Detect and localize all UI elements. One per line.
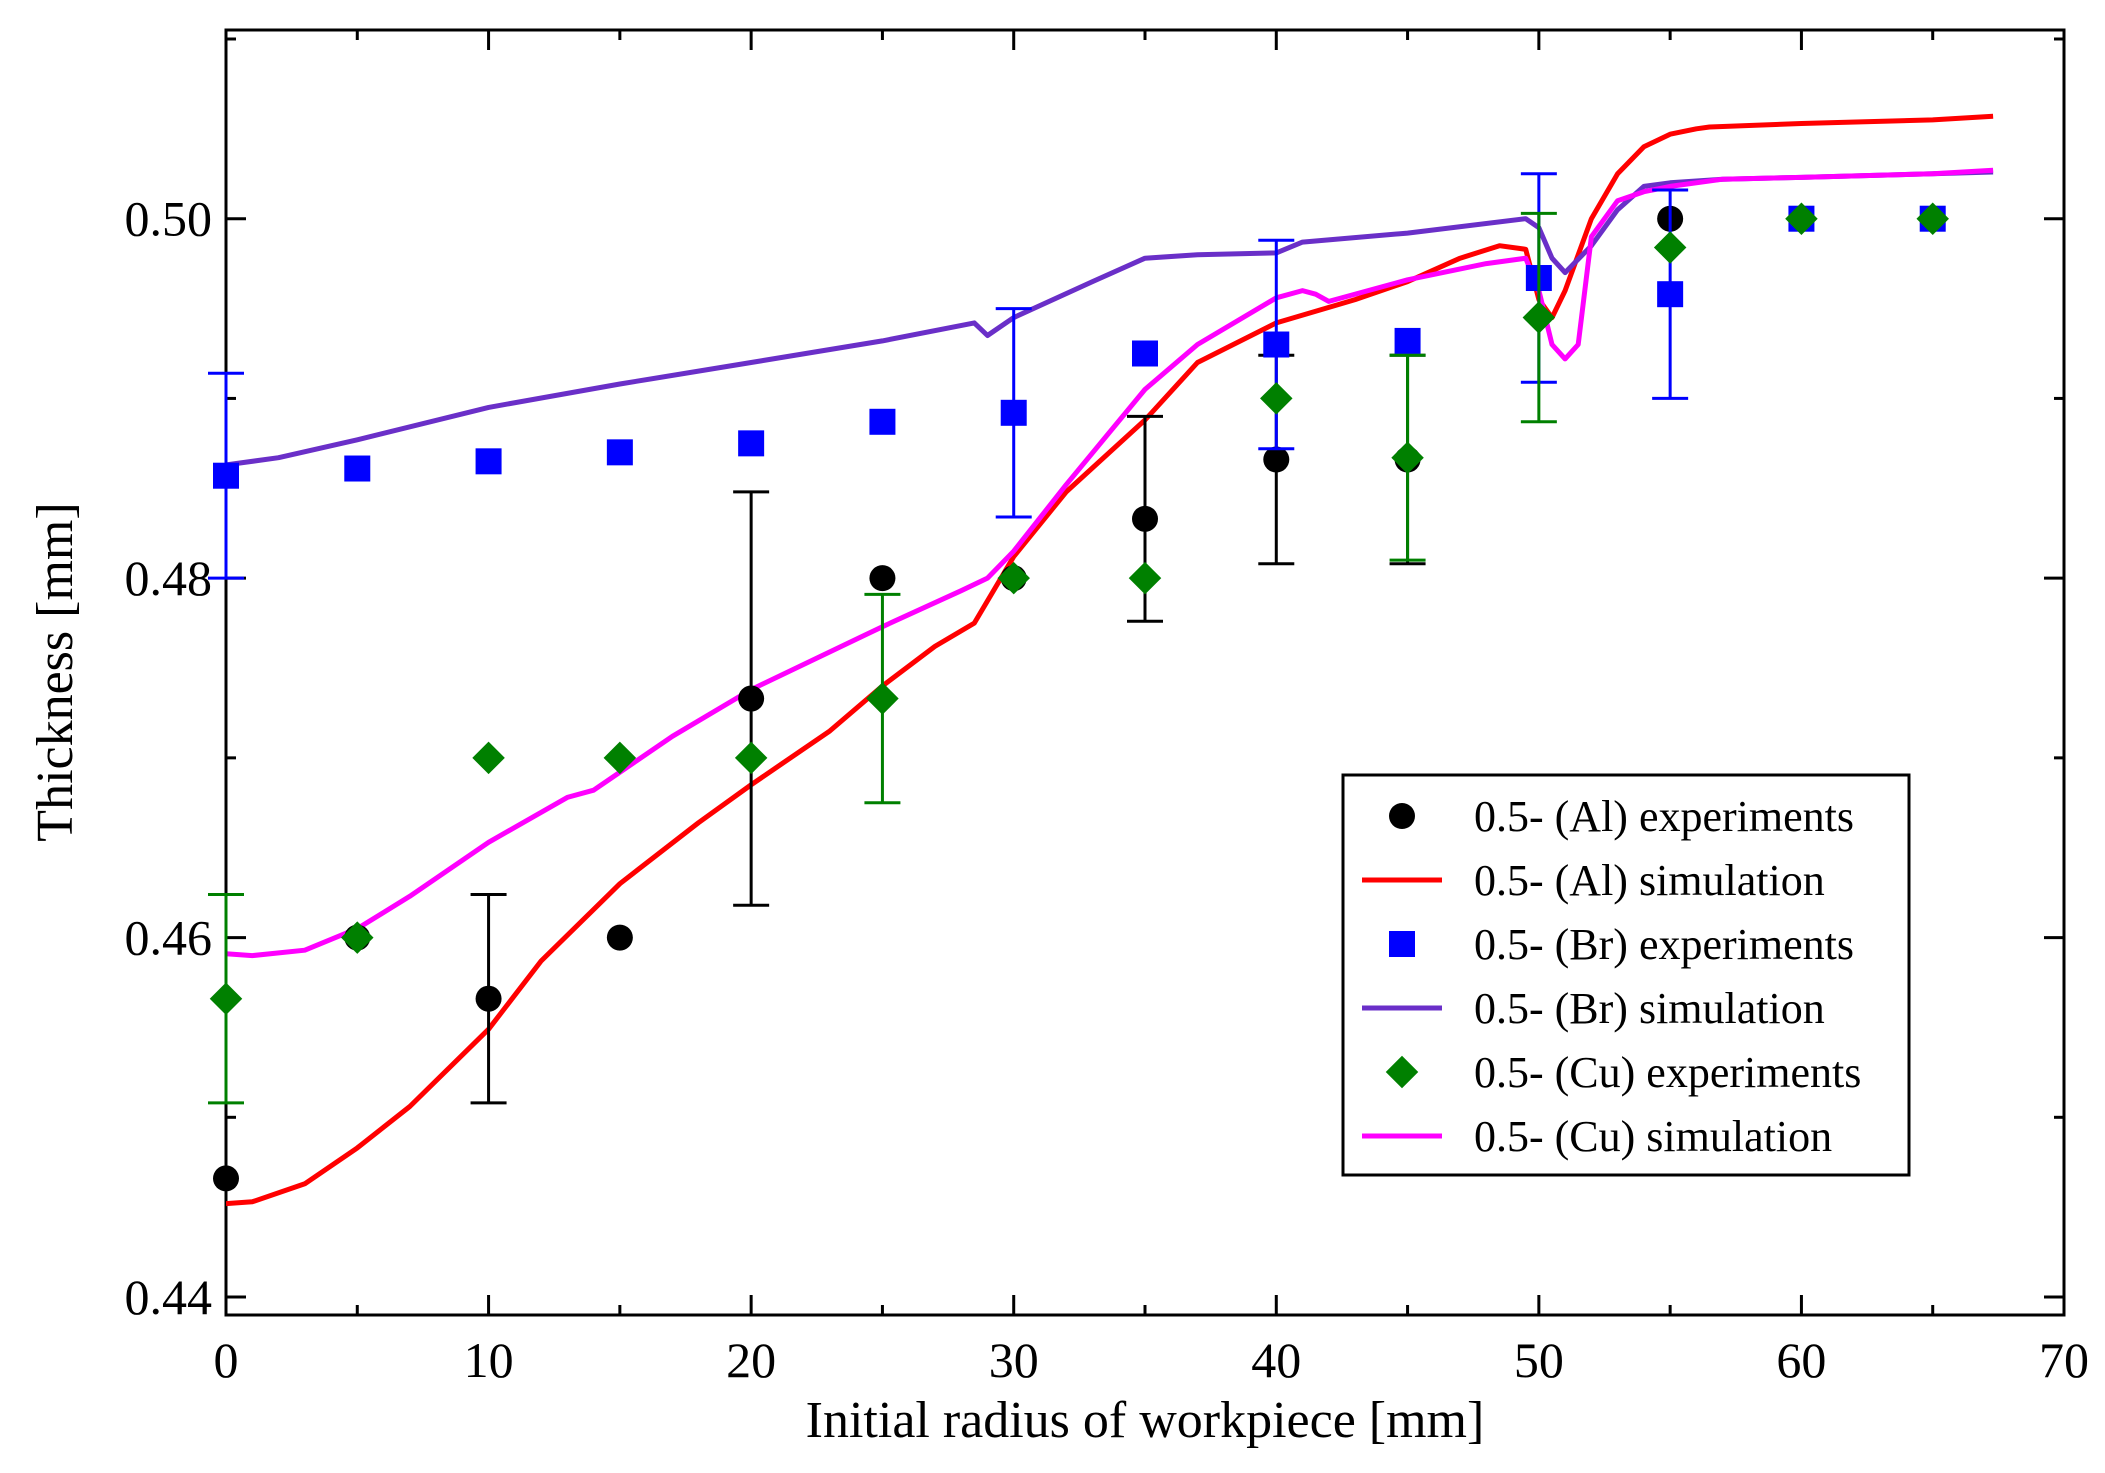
series-line — [226, 167, 1994, 959]
legend-label: 0.5- (Br) experiments — [1474, 920, 1854, 969]
x-tick-label: 40 — [1251, 1332, 1301, 1388]
data-point — [475, 448, 502, 475]
data-point — [606, 439, 633, 466]
data-point — [1128, 561, 1162, 595]
data-point — [738, 430, 765, 457]
data-point — [1132, 505, 1158, 532]
data-point — [734, 741, 768, 775]
y-tick-label: 0.46 — [125, 910, 213, 966]
y-axis-label: Thickness [mm] — [27, 502, 84, 841]
data-point — [1916, 202, 1949, 235]
data-point — [866, 682, 899, 715]
data-point — [869, 565, 896, 592]
data-point — [475, 985, 502, 1012]
data-point — [997, 561, 1030, 595]
y-tick-label: 0.44 — [125, 1269, 213, 1325]
experiment-points — [208, 172, 1949, 1192]
y-tick-label: 0.50 — [125, 191, 213, 247]
data-point — [1653, 231, 1687, 264]
series-line — [226, 113, 1994, 1207]
x-axis-label: Initial radius of workpiece [mm] — [806, 1392, 1485, 1449]
data-point — [738, 685, 765, 712]
data-point — [603, 741, 637, 775]
data-point — [1263, 446, 1290, 473]
series-line — [226, 169, 1994, 468]
x-tick-label: 10 — [464, 1332, 514, 1388]
axis-ticks: 0 10 20 30 40 50 60 70 0.44 0.46 0.48 0.50 — [125, 30, 2089, 1388]
legend-label: 0.5- (Br) simulation — [1474, 984, 1825, 1033]
legend: 0.5- (Al) experiments 0.5- (Al) simulatio… — [1341, 773, 1911, 1177]
x-tick-label: 70 — [2039, 1332, 2089, 1388]
x-tick-label: 0 — [214, 1332, 239, 1388]
data-point — [1522, 301, 1556, 334]
data-point — [344, 455, 371, 482]
data-point — [1394, 327, 1421, 354]
data-point — [1657, 281, 1684, 308]
data-point — [213, 1165, 239, 1192]
legend-marker — [1389, 931, 1415, 957]
legend-label: 0.5- (Cu) experiments — [1474, 1048, 1861, 1097]
data-point — [1260, 382, 1293, 415]
x-tick-label: 30 — [989, 1332, 1039, 1388]
legend-box — [1341, 773, 1911, 1177]
legend-label: 0.5- (Al) experiments — [1474, 792, 1854, 841]
legend-marker — [1385, 1055, 1419, 1089]
simulation-lines — [226, 113, 1994, 1207]
data-point — [1391, 441, 1424, 474]
data-point — [209, 982, 243, 1015]
legend-label: 0.5- (Al) simulation — [1474, 856, 1825, 905]
x-tick-label: 60 — [1776, 1332, 1826, 1388]
data-point — [341, 921, 374, 954]
data-point — [1132, 340, 1158, 367]
x-tick-label: 20 — [726, 1332, 776, 1388]
data-point — [1263, 331, 1290, 358]
data-point — [1785, 202, 1818, 235]
data-point — [606, 924, 633, 951]
legend-label: 0.5- (Cu) simulation — [1474, 1112, 1832, 1161]
legend-marker — [1389, 803, 1415, 829]
data-point — [1000, 399, 1027, 426]
x-tick-label: 50 — [1514, 1332, 1564, 1388]
data-point — [869, 408, 896, 435]
data-point — [472, 741, 505, 775]
data-point — [213, 462, 239, 489]
y-tick-label: 0.48 — [125, 550, 213, 606]
